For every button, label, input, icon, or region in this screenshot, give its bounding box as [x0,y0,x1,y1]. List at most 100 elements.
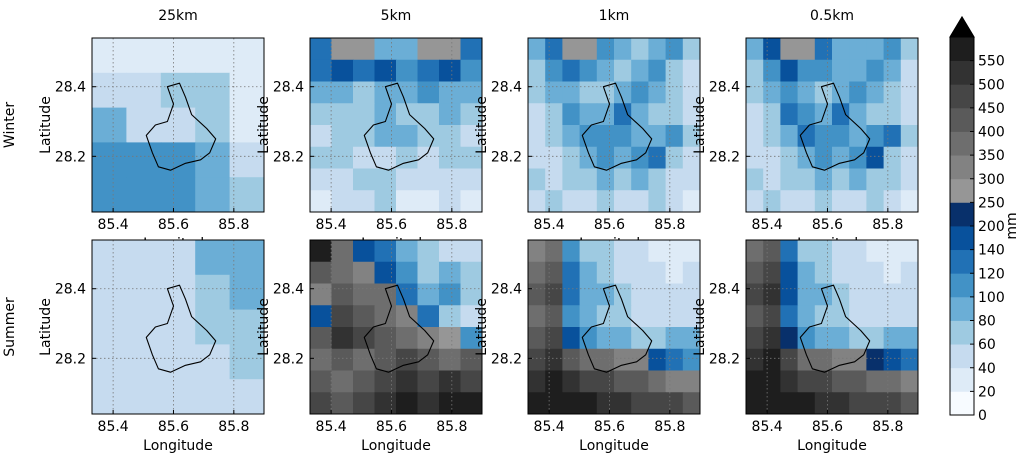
heatmap-cell [665,103,684,126]
heatmap-cell [331,103,354,126]
heatmap-cell [374,348,397,372]
basin-outline [581,82,653,171]
heatmap-cell [746,190,764,212]
heatmap-cell [763,283,781,306]
heatmap-cell [780,125,799,148]
heatmap-cell [746,327,764,350]
colorbar-tick-label: 140 [978,243,1005,259]
heatmap-cell [439,327,462,350]
heatmap-cell [229,274,264,311]
heatmap-cell [900,261,918,285]
heatmap-cell [596,59,615,83]
heatmap-cell [528,190,546,212]
heatmap-cell [883,240,902,263]
heatmap-cell [814,190,833,212]
heatmap-cell [229,142,264,178]
heatmap-cell [763,305,781,328]
heatmap-cell [396,81,419,104]
heatmap-cell [665,261,684,285]
x-tick-label: 85.6 [594,217,625,233]
heatmap-cell [849,283,867,306]
panel-summer-5km: 85.4 85.6 85.8 28.4 28.2 Longitude Latitude [256,239,483,454]
x-tick-label: 85.6 [376,419,407,435]
heatmap-cell [648,38,667,61]
x-tick-label: 85.6 [812,217,843,233]
heatmap-cell [229,38,264,74]
heatmap-cell [353,168,376,191]
heatmap-cell [900,392,918,414]
x-axis-label: Longitude [797,438,867,454]
heatmap-cell [528,59,546,83]
heatmap-cell [866,392,885,414]
heatmap-cell [596,146,615,170]
heatmap-cell [92,72,127,109]
heatmap-cell [866,125,885,148]
heatmap-cell [126,379,162,414]
heatmap-cell [883,305,902,328]
x-tick-label: 85.4 [752,217,783,233]
heatmap-cell [374,59,397,83]
x-tick-label: 85.4 [98,419,129,435]
heatmap-cell [631,370,649,393]
heatmap-cell [763,240,781,263]
heatmap-cell [545,38,563,61]
heatmap-cell [631,103,649,126]
heatmap-cell [866,59,885,83]
heatmap-cell [331,125,354,148]
heatmap-cell [331,240,354,263]
heatmap-cell [814,168,833,191]
heatmap-cell [665,305,684,328]
y-tick-label: 28.4 [491,282,522,298]
heatmap-cell [439,283,462,306]
heatmap-cell [417,168,440,191]
heatmap-cell [665,348,684,372]
heatmap-cell [780,348,799,372]
heatmap-cell [545,59,563,83]
heatmap-cell [460,38,482,61]
heatmap-cell [746,103,764,126]
heatmap-cell [832,168,850,191]
heatmap-cell [579,103,598,126]
heatmap-cell [814,125,833,148]
heatmap-cell [797,168,816,191]
heatmap-cell [460,305,482,328]
heatmap-cell [160,344,196,380]
colorbar-tick-label: 0 [978,408,987,424]
heatmap-cell [545,327,563,350]
heatmap-cell [614,348,632,372]
heatmap-cell [648,240,667,263]
heatmap-cell [160,142,196,178]
heatmap-cell [849,81,867,104]
heatmap-cell [126,38,162,74]
colorbar-tick-label: 250 [978,195,1005,211]
heatmap-cell [614,305,632,328]
heatmap-cell [396,103,419,126]
heatmap-cell [331,146,354,170]
heatmap-cell [126,274,162,311]
heatmap-cell [682,125,700,148]
heatmap-cell [900,348,918,372]
heatmap-cell [763,370,781,393]
heatmap-cell [545,103,563,126]
heatmap-cell [780,146,799,170]
heatmap-cell [310,392,333,414]
colorbar-tick-label: 200 [978,219,1005,235]
heatmap-cell [665,240,684,263]
heatmap-cell [648,103,667,126]
heatmap-cell [160,240,196,276]
heatmap-cell [374,240,397,263]
heatmap-cell [92,107,127,143]
heatmap-cell [229,379,264,414]
heatmap-cell [682,370,700,393]
heatmap-cell [353,103,376,126]
heatmap-cell [439,146,462,170]
heatmap-cell [900,125,918,148]
heatmap-cell [92,177,127,212]
heatmap-cell [331,261,354,285]
heatmap-cell [92,379,127,414]
heatmap-cell [528,146,546,170]
heatmap-cell [545,190,563,212]
heatmap-cell [396,168,419,191]
heatmap-cell [631,392,649,414]
